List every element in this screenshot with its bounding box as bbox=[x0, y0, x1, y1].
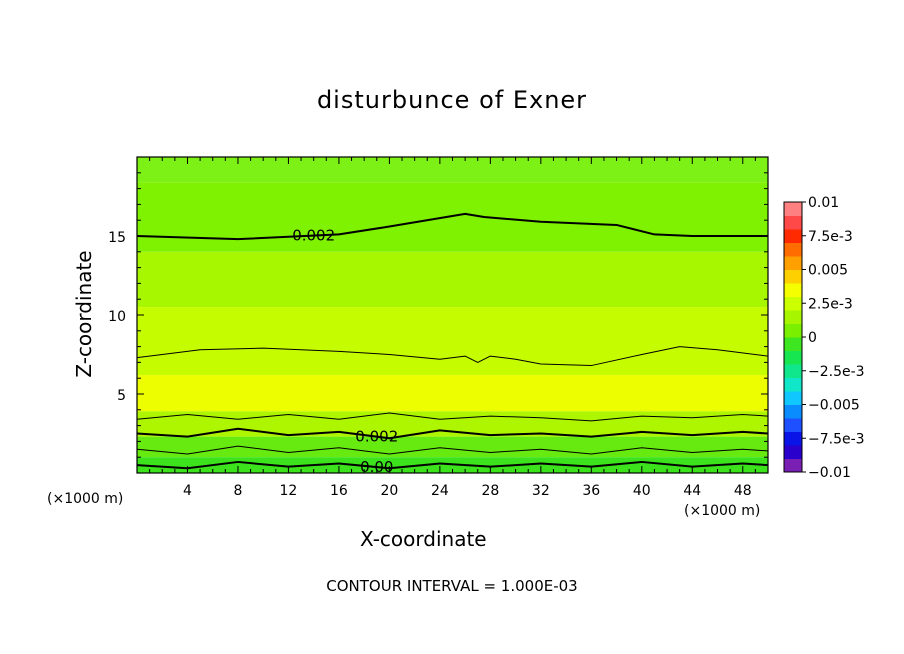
contour-line-5 bbox=[137, 460, 768, 470]
x-tick-label-4: 20 bbox=[380, 483, 398, 499]
colorbar-swatch-1 bbox=[784, 445, 802, 459]
colorbar-swatch-5 bbox=[784, 391, 802, 405]
x-axis-unit-right: (×1000 m) bbox=[684, 503, 761, 519]
colorbar-swatch-6 bbox=[784, 377, 802, 392]
colorbar-swatch-16 bbox=[784, 242, 802, 257]
colorbar-label-1: 7.5e-3 bbox=[808, 229, 853, 245]
contour-line-1 bbox=[137, 346, 768, 367]
colorbar-swatch-3 bbox=[784, 418, 802, 432]
contour-line-2 bbox=[137, 412, 768, 422]
x-tick-label-11: 48 bbox=[734, 483, 752, 499]
contour-label-5: 0.00 bbox=[360, 458, 393, 476]
contour-layer-2 bbox=[137, 251, 768, 308]
x-tick-label-6: 28 bbox=[481, 483, 499, 499]
contour-layer-4 bbox=[137, 375, 768, 412]
x-axis-label: X-coordinate bbox=[360, 527, 487, 551]
colorbar-swatch-0 bbox=[784, 458, 802, 473]
x-tick-label-5: 24 bbox=[431, 483, 449, 499]
chart-title: disturbunce of Exner bbox=[316, 86, 588, 114]
colorbar-swatch-13 bbox=[784, 283, 802, 297]
contour-layer-0 bbox=[137, 157, 768, 183]
y-tick-label-2: 15 bbox=[108, 230, 126, 246]
colorbar: 0.01 7.5e-3 0.005 2.5e-3 0 −2.5e-3 −0.005 −7.5e… bbox=[783, 195, 865, 481]
filled-contour-layers bbox=[137, 157, 768, 473]
contour-layer-3 bbox=[137, 307, 768, 376]
x-tick-label-0: 4 bbox=[183, 483, 192, 499]
x-tick-label-3: 16 bbox=[330, 483, 348, 499]
colorbar-label-6: −0.005 bbox=[808, 398, 860, 414]
x-tick-label-2: 12 bbox=[280, 483, 298, 499]
contour-label-3: 0.002 bbox=[355, 428, 398, 446]
contour-lines: 0.002 0.002 0.00 bbox=[137, 212, 768, 476]
colorbar-swatch-8 bbox=[784, 350, 802, 365]
colorbar-label-8: −0.01 bbox=[808, 465, 851, 481]
colorbar-swatch-15 bbox=[784, 256, 802, 270]
x-tick-label-9: 40 bbox=[633, 483, 651, 499]
colorbar-swatch-11 bbox=[784, 310, 802, 324]
colorbar-label-2: 0.005 bbox=[808, 263, 848, 279]
contour-label-0: 0.002 bbox=[292, 227, 335, 245]
colorbar-swatch-10 bbox=[784, 323, 802, 338]
colorbar-swatch-7 bbox=[784, 364, 802, 378]
colorbar-label-5: −2.5e-3 bbox=[808, 364, 865, 380]
colorbar-swatch-2 bbox=[784, 431, 802, 446]
colorbar-swatch-18 bbox=[784, 215, 802, 230]
x-tick-label-1: 8 bbox=[233, 483, 242, 499]
colorbar-label-7: −7.5e-3 bbox=[808, 431, 865, 447]
x-tick-label-7: 32 bbox=[532, 483, 550, 499]
colorbar-label-3: 2.5e-3 bbox=[808, 296, 853, 312]
contour-layer-5 bbox=[137, 411, 768, 437]
x-axis-unit-left: (×1000 m) bbox=[47, 491, 124, 507]
contour-line-3 bbox=[137, 427, 768, 440]
y-tick-label-1: 10 bbox=[108, 309, 126, 325]
colorbar-swatch-12 bbox=[784, 296, 802, 311]
colorbar-label-4: 0 bbox=[808, 330, 817, 346]
colorbar-swatch-14 bbox=[784, 269, 802, 284]
colorbar-swatch-9 bbox=[784, 337, 802, 351]
contour-interval-note: CONTOUR INTERVAL = 1.000E-03 bbox=[326, 577, 578, 595]
contour-line-0 bbox=[137, 212, 768, 241]
x-tick-label-10: 44 bbox=[683, 483, 701, 499]
colorbar-swatch-19 bbox=[784, 202, 802, 216]
contour-layer-1 bbox=[137, 182, 768, 252]
colorbar-label-0: 0.01 bbox=[808, 195, 839, 211]
contour-line-4 bbox=[137, 445, 768, 455]
x-tick-label-8: 36 bbox=[582, 483, 600, 499]
y-tick-label-0: 5 bbox=[117, 388, 126, 404]
colorbar-swatch-4 bbox=[784, 404, 802, 419]
colorbar-swatch-17 bbox=[784, 229, 802, 243]
